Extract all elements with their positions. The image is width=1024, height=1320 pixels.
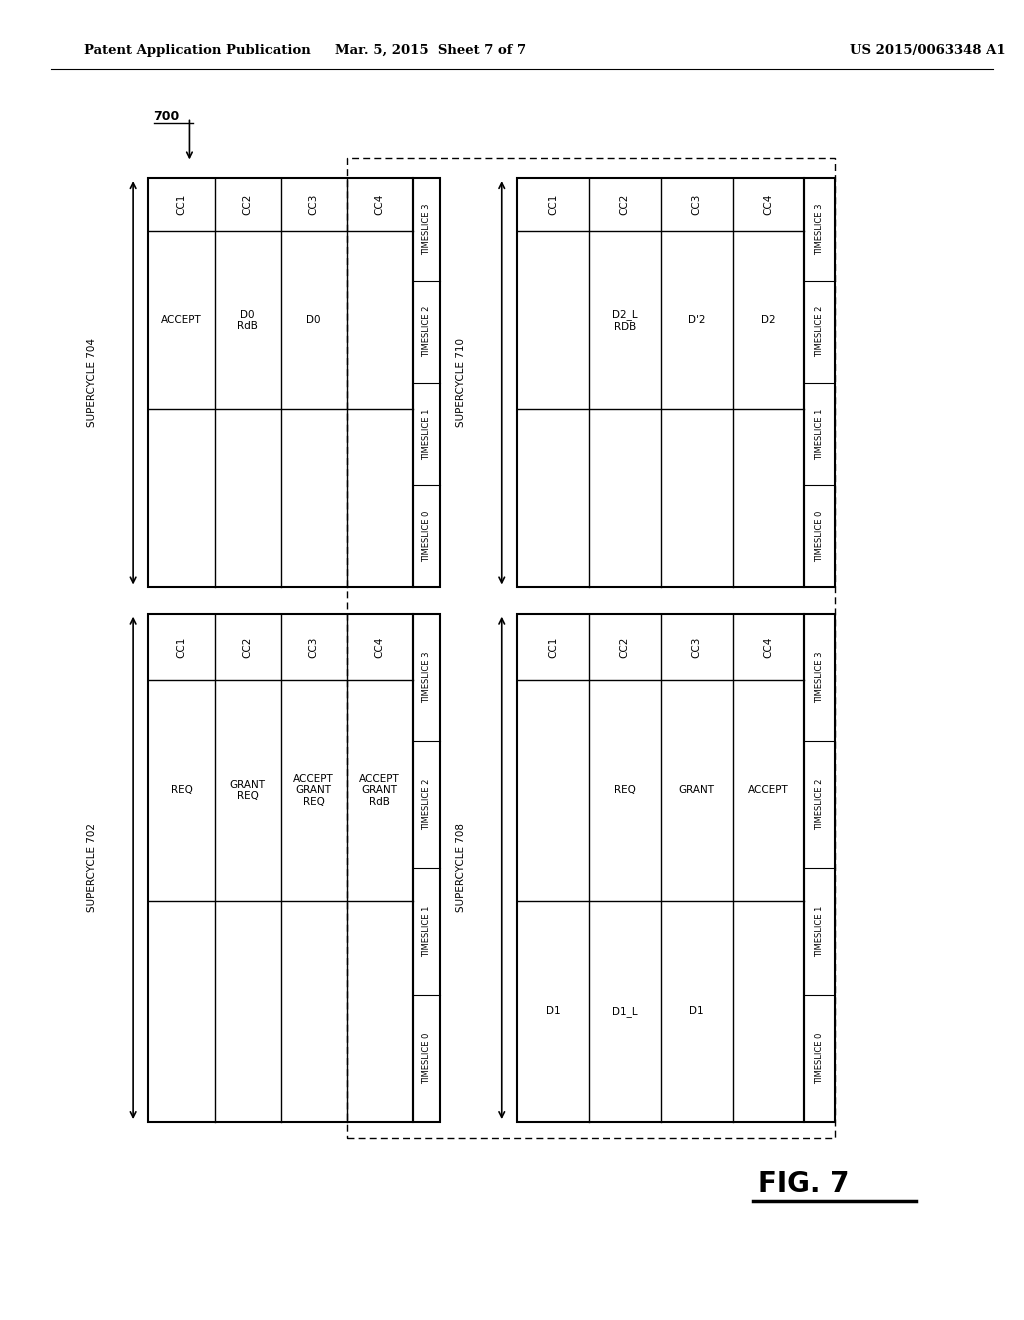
- Text: TIMESLICE 1: TIMESLICE 1: [815, 906, 824, 957]
- Text: Patent Application Publication: Patent Application Publication: [84, 44, 310, 57]
- Text: CC3: CC3: [308, 194, 318, 215]
- Text: CC4: CC4: [375, 636, 385, 657]
- Text: CC1: CC1: [176, 636, 186, 657]
- Text: CC4: CC4: [375, 194, 385, 215]
- Text: TIMESLICE 0: TIMESLICE 0: [815, 511, 824, 562]
- Text: CC3: CC3: [691, 636, 701, 657]
- Text: TIMESLICE 1: TIMESLICE 1: [422, 408, 431, 459]
- Text: CC1: CC1: [176, 194, 186, 215]
- Text: ACCEPT
GRANT
REQ: ACCEPT GRANT REQ: [293, 774, 334, 807]
- Text: TIMESLICE 2: TIMESLICE 2: [815, 306, 824, 358]
- Text: TIMESLICE 1: TIMESLICE 1: [422, 906, 431, 957]
- Bar: [517, 614, 805, 1122]
- Text: ACCEPT: ACCEPT: [749, 785, 788, 796]
- Text: REQ: REQ: [614, 785, 636, 796]
- Text: REQ: REQ: [171, 785, 193, 796]
- Text: CC2: CC2: [243, 194, 253, 215]
- Text: CC1: CC1: [548, 194, 558, 215]
- Text: TIMESLICE 2: TIMESLICE 2: [422, 779, 431, 830]
- Text: SUPERCYCLE 704: SUPERCYCLE 704: [87, 338, 97, 428]
- Bar: [413, 614, 440, 1122]
- Text: D2: D2: [761, 315, 776, 326]
- Bar: [148, 178, 413, 587]
- Text: TIMESLICE 2: TIMESLICE 2: [815, 779, 824, 830]
- Bar: [517, 178, 805, 587]
- Text: TIMESLICE 3: TIMESLICE 3: [422, 652, 431, 704]
- Text: CC4: CC4: [764, 636, 773, 657]
- Text: CC2: CC2: [243, 636, 253, 657]
- Bar: [805, 614, 835, 1122]
- Text: D1: D1: [546, 1006, 560, 1016]
- Text: SUPERCYCLE 702: SUPERCYCLE 702: [87, 824, 97, 912]
- Text: CC4: CC4: [764, 194, 773, 215]
- Text: CC2: CC2: [620, 636, 630, 657]
- Text: 700: 700: [154, 110, 180, 123]
- Text: CC1: CC1: [548, 636, 558, 657]
- Text: D0: D0: [306, 315, 321, 326]
- Bar: [805, 178, 835, 587]
- Text: D0
RdB: D0 RdB: [238, 310, 258, 331]
- Text: D'2: D'2: [688, 315, 706, 326]
- Bar: [346, 158, 835, 1138]
- Text: SUPERCYCLE 708: SUPERCYCLE 708: [456, 824, 466, 912]
- Text: D1: D1: [689, 1006, 703, 1016]
- Text: CC3: CC3: [308, 636, 318, 657]
- Text: D1_L: D1_L: [612, 1006, 638, 1016]
- Text: CC3: CC3: [691, 194, 701, 215]
- Text: GRANT: GRANT: [679, 785, 715, 796]
- Text: ACCEPT
GRANT
RdB: ACCEPT GRANT RdB: [359, 774, 400, 807]
- Text: TIMESLICE 3: TIMESLICE 3: [815, 652, 824, 704]
- Text: Mar. 5, 2015  Sheet 7 of 7: Mar. 5, 2015 Sheet 7 of 7: [335, 44, 525, 57]
- Text: TIMESLICE 0: TIMESLICE 0: [815, 1032, 824, 1084]
- Text: TIMESLICE 0: TIMESLICE 0: [422, 1032, 431, 1084]
- Text: TIMESLICE 3: TIMESLICE 3: [422, 203, 431, 255]
- Text: US 2015/0063348 A1: US 2015/0063348 A1: [850, 44, 1006, 57]
- Text: FIG. 7: FIG. 7: [758, 1170, 849, 1199]
- Text: CC2: CC2: [620, 194, 630, 215]
- Text: TIMESLICE 1: TIMESLICE 1: [815, 408, 824, 459]
- Text: TIMESLICE 0: TIMESLICE 0: [422, 511, 431, 562]
- Bar: [148, 614, 413, 1122]
- Text: SUPERCYCLE 710: SUPERCYCLE 710: [456, 338, 466, 428]
- Text: ACCEPT: ACCEPT: [161, 315, 202, 326]
- Text: TIMESLICE 2: TIMESLICE 2: [422, 306, 431, 358]
- Bar: [413, 178, 440, 587]
- Text: TIMESLICE 3: TIMESLICE 3: [815, 203, 824, 255]
- Text: GRANT
REQ: GRANT REQ: [229, 780, 265, 801]
- Text: D2_L
RDB: D2_L RDB: [612, 309, 638, 331]
